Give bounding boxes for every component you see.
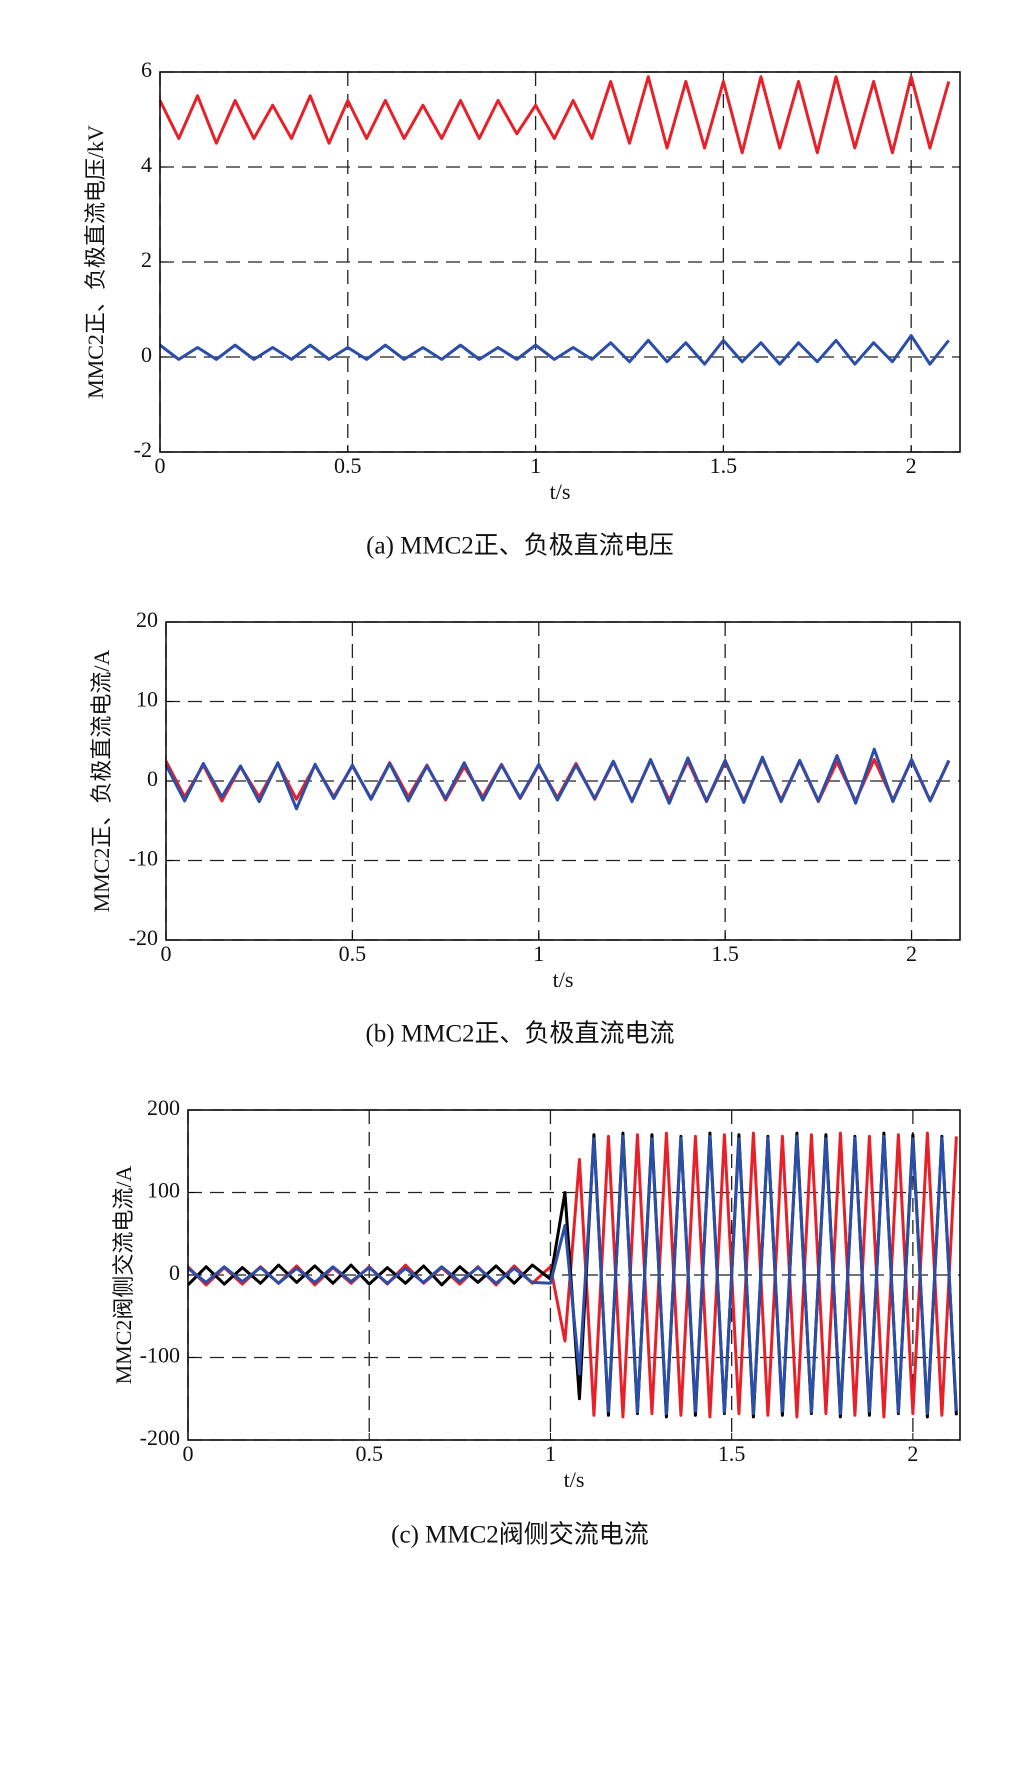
x-tick-label: 1.5	[711, 941, 739, 966]
plot-frame	[159, 71, 961, 453]
y-tick-label: 10	[136, 687, 158, 712]
y-tick-label: 4	[141, 152, 152, 177]
x-tick-label: 2	[907, 1441, 918, 1466]
x-axis-label: t/s	[564, 1467, 585, 1492]
y-tick-label: 6	[141, 57, 152, 82]
x-tick-label: 0	[155, 453, 166, 478]
y-tick-label: -100	[140, 1343, 180, 1368]
series-line	[158, 75, 951, 155]
x-axis-label: t/s	[553, 967, 574, 992]
series-line	[186, 1131, 958, 1419]
y-tick-label: 100	[147, 1178, 180, 1203]
chart-title: (a) MMC2正、负极直流电压	[366, 532, 674, 560]
y-tick-label: 0	[141, 342, 152, 367]
y-tick-label: 200	[147, 1095, 180, 1120]
x-axis-label: t/s	[550, 479, 571, 504]
x-tick-label: 0.5	[355, 1441, 383, 1466]
y-tick-label: 2	[141, 247, 152, 272]
x-tick-label: 1.5	[718, 1441, 746, 1466]
x-tick-label: 0.5	[334, 453, 362, 478]
series-line	[159, 334, 950, 366]
y-tick-label: 0	[147, 766, 158, 791]
x-tick-label: 1	[545, 1441, 556, 1466]
chart-title: (c) MMC2阀侧交流电流	[391, 1521, 649, 1549]
chart-title: (b) MMC2正、负极直流电流	[365, 1020, 674, 1048]
y-axis-label: MMC2正、负极直流电流/A	[89, 649, 114, 912]
y-tick-label: 0	[169, 1260, 180, 1285]
x-tick-label: 1	[530, 453, 541, 478]
x-tick-label: 1	[533, 941, 544, 966]
plot-frame	[187, 1109, 961, 1441]
y-tick-label: 20	[136, 607, 158, 632]
y-tick-label: -20	[129, 925, 158, 950]
x-tick-label: 0	[161, 941, 172, 966]
y-axis-label: MMC2正、负极直流电压/kV	[83, 125, 108, 399]
x-tick-label: 0	[183, 1441, 194, 1466]
series-line	[164, 747, 951, 811]
series-line	[187, 1134, 958, 1416]
x-tick-label: 2	[906, 941, 917, 966]
x-tick-label: 0.5	[339, 941, 367, 966]
y-axis-label: MMC2阀侧交流电流/A	[111, 1165, 136, 1384]
x-tick-label: 1.5	[710, 453, 738, 478]
x-tick-label: 2	[906, 453, 917, 478]
y-tick-label: -200	[140, 1425, 180, 1450]
y-tick-label: -10	[129, 846, 158, 871]
y-tick-label: -2	[134, 437, 152, 462]
plot-frame	[165, 621, 961, 941]
